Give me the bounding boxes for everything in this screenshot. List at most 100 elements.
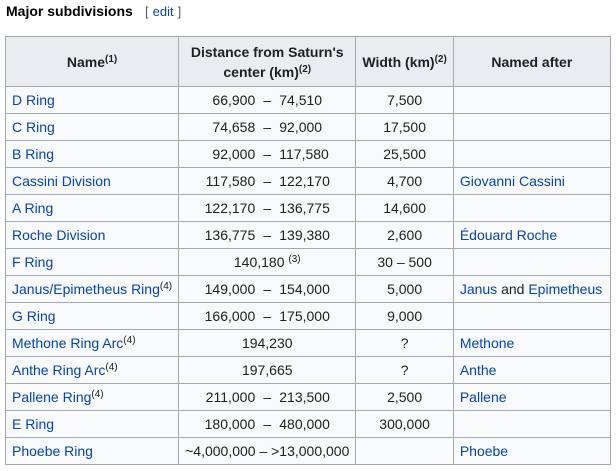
ring-name-link[interactable]: G Ring (12, 308, 56, 324)
cell-width (355, 437, 454, 465)
distance-range: 122,170–136,775 (185, 200, 349, 216)
range-dash: – (263, 173, 272, 189)
header-distance-line2: center (km) (223, 63, 299, 80)
header-named-after[interactable]: Named after (452, 36, 611, 87)
ring-name-link[interactable]: E Ring (12, 416, 55, 432)
ring-name-note[interactable]: (4) (123, 335, 136, 346)
header-name-label: Name (66, 53, 105, 70)
header-distance-note[interactable]: (2) (298, 63, 312, 75)
cell-name: Roche Division (4, 221, 180, 249)
cell-name: B Ring (4, 140, 180, 168)
cell-width: 7,500 (355, 86, 454, 114)
ring-name-link[interactable]: Cassini Division (12, 173, 111, 189)
named-after-link[interactable]: Epimetheus (528, 281, 603, 297)
distance-to: 154,000 (279, 281, 330, 297)
ring-name-link[interactable]: Roche Division (12, 227, 106, 243)
cell-distance: 211,000–213,500 (178, 383, 357, 411)
range-dash: – (263, 389, 272, 405)
ring-name-note[interactable]: (4) (105, 362, 118, 373)
table-row: Methone Ring Arc(4) 194,230? Methone (4, 329, 611, 357)
distance-range: 211,000–213,500 (185, 389, 349, 405)
ring-name-link[interactable]: Pallene Ring (12, 389, 92, 405)
table-row: F Ring 140,180 (3) 30 – 500 (4, 248, 611, 276)
cell-width: 25,500 (355, 140, 454, 168)
named-after-link[interactable]: Methone (459, 335, 515, 351)
cell-name: A Ring (4, 194, 180, 222)
cell-width: 300,000 (355, 410, 454, 438)
ring-name-note[interactable]: (4) (91, 389, 104, 400)
distance-from: 92,000 (212, 146, 256, 162)
ring-name-link[interactable]: Janus/Epimetheus Ring (12, 281, 160, 297)
cell-distance: 136,775–139,380 (178, 221, 357, 249)
distance-from: 166,000 (204, 308, 256, 324)
named-after-link[interactable]: Phoebe (459, 443, 509, 459)
range-dash: – (263, 146, 272, 162)
ring-name-link[interactable]: F Ring (12, 254, 54, 270)
cell-width: ? (355, 356, 454, 384)
header-named-after-label: Named after (491, 53, 573, 70)
table-row: Pallene Ring(4) 211,000–213,500 2,500 Palle… (4, 383, 611, 411)
cell-named-after (452, 86, 611, 114)
cell-named-after (452, 302, 611, 330)
ring-name-link[interactable]: Methone Ring Arc (12, 335, 124, 351)
table-row: Roche Division 136,775–139,380 2,600 Édouar… (4, 221, 611, 249)
edit-link[interactable]: edit (152, 4, 174, 19)
header-width-label: Width (km) (362, 53, 435, 70)
named-after-link[interactable]: Édouard Roche (459, 227, 558, 243)
cell-distance: 149,000–154,000 (178, 275, 357, 303)
ring-name-link[interactable]: B Ring (12, 146, 55, 162)
cell-width: 14,600 (355, 194, 454, 222)
range-dash: – (263, 200, 272, 216)
ring-name-link[interactable]: D Ring (12, 92, 55, 108)
cell-name: G Ring (4, 302, 180, 330)
cell-width: 4,700 (355, 167, 454, 195)
cell-named-after: Pallene (452, 383, 611, 411)
header-distance[interactable]: Distance from Saturn's center (km)(2) (178, 36, 357, 87)
ring-name-note[interactable]: (4) (159, 281, 173, 292)
named-after-link[interactable]: Giovanni Cassini (459, 173, 565, 189)
header-width-note[interactable]: (2) (434, 53, 447, 65)
distance-to: 117,580 (279, 146, 329, 162)
distance-value: 197,665 (241, 362, 293, 378)
header-row: Name(1) Distance from Saturn's center (k… (4, 36, 611, 87)
named-after-link[interactable]: Pallene (459, 389, 507, 405)
cell-distance: ~4,000,000 – >13,000,000 (178, 437, 357, 465)
range-dash: – (263, 119, 272, 135)
distance-to: 122,170 (279, 173, 330, 189)
distance-to: 92,000 (279, 119, 323, 135)
header-name[interactable]: Name(1) (4, 36, 180, 87)
cell-named-after (452, 194, 611, 222)
cell-named-after: Édouard Roche (452, 221, 611, 249)
cell-distance: 166,000–175,000 (178, 302, 357, 330)
distance-range: 74,658–92,000 (185, 119, 349, 135)
cell-name: D Ring (4, 86, 180, 114)
distance-from: 211,000 (205, 389, 256, 405)
cell-name: E Ring (4, 410, 180, 438)
ring-name-link[interactable]: Phoebe Ring (12, 443, 93, 459)
cell-named-after: Janus and Epimetheus (452, 275, 611, 303)
cell-name: Anthe Ring Arc(4) (4, 356, 180, 384)
header-distance-line1: Distance from Saturn's (190, 43, 344, 60)
distance-to: 175,000 (279, 308, 330, 324)
ring-name-link[interactable]: A Ring (12, 200, 54, 216)
table-row: E Ring 180,000–480,000 300,000 (4, 410, 611, 438)
named-after-link[interactable]: Anthe (459, 362, 497, 378)
ring-name-link[interactable]: Anthe Ring Arc (12, 362, 106, 378)
ring-name-link[interactable]: C Ring (12, 119, 55, 135)
distance-range: 117,580–122,170 (185, 173, 349, 189)
distance-note[interactable]: (3) (288, 254, 301, 265)
cell-name: C Ring (4, 113, 180, 141)
distance-to: 480,000 (279, 416, 330, 432)
table-row: A Ring 122,170–136,775 14,600 (4, 194, 611, 222)
distance-value: ~4,000,000 – >13,000,000 (185, 443, 350, 459)
header-name-note[interactable]: (1) (105, 53, 118, 65)
cell-named-after: Giovanni Cassini (452, 167, 611, 195)
cell-distance: 197,665 (178, 356, 357, 384)
named-after-link[interactable]: Janus (459, 281, 498, 297)
header-width[interactable]: Width (km)(2) (355, 36, 454, 87)
distance-from: 180,000 (204, 416, 256, 432)
table-row: Anthe Ring Arc(4) 197,665? Anthe (4, 356, 611, 384)
cell-width: ? (355, 329, 454, 357)
range-dash: – (263, 308, 272, 324)
section-title: Major subdivisions (6, 3, 133, 19)
